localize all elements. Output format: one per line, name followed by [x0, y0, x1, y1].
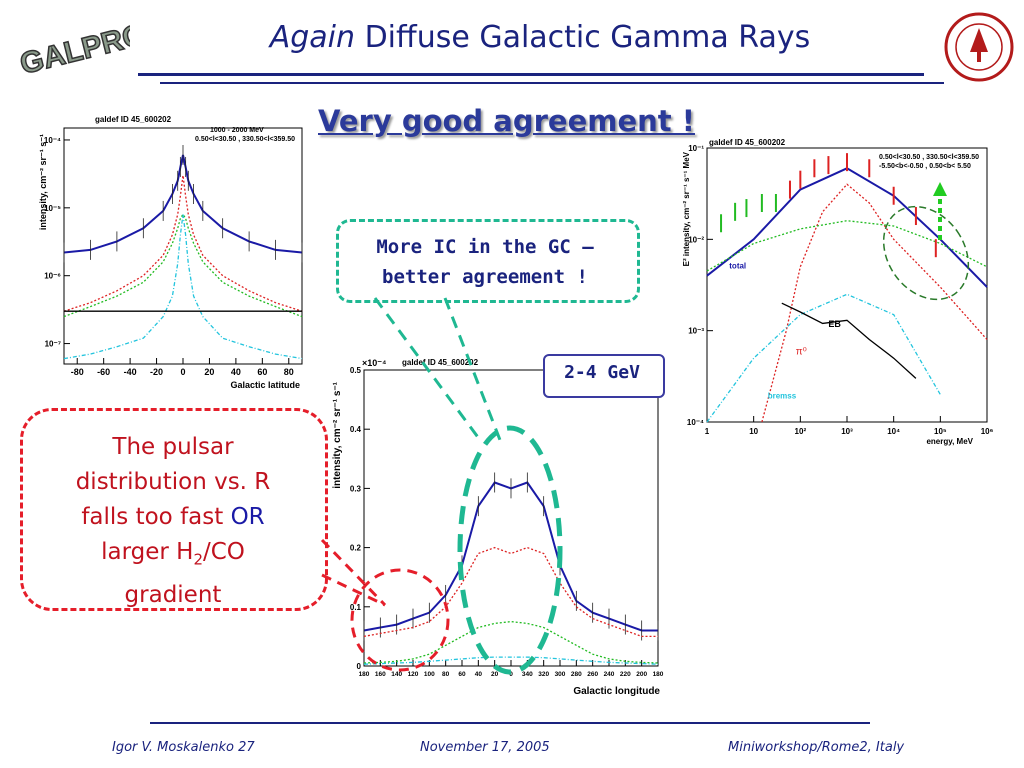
- legend-line: 0.50<l<30.50 , 330.50<l<359.50: [879, 154, 979, 161]
- university-seal: [944, 12, 1014, 82]
- pulsar-callout-box: [20, 408, 328, 611]
- x-tick-label: 10⁵: [934, 427, 947, 436]
- y-tick-label: 10⁻⁴: [687, 418, 704, 427]
- x-tick-label: 40: [475, 671, 483, 678]
- y-tick-label: 10⁻⁴: [44, 136, 61, 145]
- x-tick-label: 160: [375, 671, 386, 678]
- energy-range-box: [543, 354, 665, 398]
- total-label: total: [729, 261, 746, 270]
- series-line-3: [63, 214, 303, 360]
- legend-line: 0.50<l<30.50 , 330.50<l<359.50: [195, 136, 295, 143]
- series-line-1: [761, 183, 988, 423]
- x-tick-label: 260: [587, 671, 598, 678]
- y-axis-label: intensity, cm⁻² sr⁻¹ s⁻¹: [332, 381, 343, 488]
- y-tick-label: 0.2: [350, 544, 362, 553]
- x-tick-label: 80: [284, 367, 294, 377]
- y-tick-label: 10⁻³: [688, 327, 704, 336]
- y-tick-label: 0.1: [350, 603, 362, 612]
- y-tick-label: 10⁻⁶: [44, 272, 61, 281]
- y-tick-label: 10⁻⁵: [44, 204, 61, 213]
- x-tick-label: 40: [231, 367, 241, 377]
- series-line-3: [706, 293, 941, 423]
- chart-header: galdef ID 45_600202: [402, 358, 479, 367]
- y-tick-label: 0.4: [350, 425, 362, 434]
- longitude-chart: galdef ID 45_600202 180 160 140 120 100 80 60 40…: [332, 358, 664, 697]
- series-line-1: [363, 546, 658, 638]
- title-rule: [138, 73, 924, 76]
- y-tick-label: 0.3: [350, 484, 362, 493]
- title-rule-2: [160, 82, 944, 84]
- chart-header: galdef ID 45_600202: [709, 138, 786, 147]
- x-tick-label: 0: [180, 367, 185, 377]
- y-axis-label: intensity, cm⁻² sr⁻¹ s⁻¹: [38, 134, 48, 230]
- x-tick-label: 20: [491, 671, 499, 678]
- x-tick-label: -60: [97, 367, 110, 377]
- x-tick-label: 10: [749, 427, 758, 436]
- x-tick-label: 80: [442, 671, 450, 678]
- chart-header: galdef ID 45_600202: [95, 115, 172, 124]
- footer-rule: [150, 722, 870, 724]
- slide-title: Again Diffuse Galactic Gamma Rays: [269, 20, 811, 55]
- x-tick-label: 100: [424, 671, 435, 678]
- x-tick-label: 10⁴: [887, 427, 900, 436]
- footer-author: Igor V. Moskalenko 27: [112, 740, 255, 755]
- energy-spectrum-chart: galdef ID 45_600202 1 10 10² 10³ 10⁴ 10⁵ 10⁶ 10⁻…: [682, 138, 994, 446]
- x-tick-label: 200: [636, 671, 647, 678]
- ic-callout-box: [336, 219, 640, 303]
- latitude-chart: galdef ID 45_600202 -80 -60 -40 -20 0 20 40 60 80…: [38, 115, 303, 390]
- pi0-label: π⁰: [796, 346, 807, 357]
- x-tick-label: 10³: [841, 427, 853, 436]
- footer-venue: Miniworkshop/Rome2, Italy: [728, 740, 905, 755]
- x-tick-label: -80: [71, 367, 84, 377]
- series-line-1: [63, 175, 303, 312]
- series-line-2: [63, 213, 303, 318]
- x-tick-label: 120: [408, 671, 419, 678]
- series-line-3: [363, 656, 659, 665]
- x-tick-label: 140: [391, 671, 402, 678]
- x-tick-label: 10²: [795, 427, 807, 436]
- x-tick-label: 0: [509, 671, 513, 678]
- slide-subtitle: Very good agreement !: [318, 104, 695, 138]
- x-tick-label: 180: [653, 671, 664, 678]
- y-tick-label: 0.5: [350, 366, 362, 375]
- x-tick-label: 60: [257, 367, 267, 377]
- brems-label: bremss: [768, 392, 797, 401]
- x-tick-label: 320: [538, 671, 549, 678]
- x-tick-label: 300: [555, 671, 566, 678]
- x-tick-label: 240: [604, 671, 615, 678]
- x-tick-label: 1: [705, 427, 710, 436]
- pulsar-callout-text: The pulsar distribution vs. R falls too …: [75, 434, 271, 608]
- legend-line: -5.50<b<-0.50 , 0.50<b< 5.50: [879, 163, 971, 170]
- x-tick-label: 10⁶: [981, 427, 994, 436]
- x-tick-label: -40: [124, 367, 137, 377]
- x-tick-label: 60: [458, 671, 466, 678]
- x-axis-label: Galactic latitude: [230, 380, 300, 390]
- x-tick-label: 280: [571, 671, 582, 678]
- x-axis-label: energy, MeV: [926, 437, 973, 446]
- y-exponent-label: ×10⁻⁴: [362, 358, 386, 368]
- series-line-2: [363, 620, 659, 664]
- y-tick-label: 10⁻¹: [688, 144, 704, 153]
- footer-date: November 17, 2005: [420, 740, 550, 755]
- x-tick-label: 20: [204, 367, 214, 377]
- x-axis-label: Galactic longitude: [573, 686, 660, 697]
- x-tick-label: 180: [359, 671, 370, 678]
- y-tick-label: 0: [357, 662, 362, 671]
- energy-range-label: 2-4 GeV: [564, 362, 640, 383]
- ic-callout-text: More IC in the GC – better agreement !: [376, 236, 594, 288]
- y-axis-label: E² intensity, cm⁻² sr⁻¹ s⁻¹ MeV: [682, 151, 691, 266]
- y-tick-label: 10⁻²: [688, 235, 704, 244]
- x-tick-label: -20: [150, 367, 163, 377]
- x-tick-label: 220: [620, 671, 631, 678]
- legend-line: 1000 - 2000 MeV: [210, 127, 264, 134]
- series-line-4: [781, 302, 917, 379]
- eb-label: EB: [828, 319, 841, 329]
- y-tick-label: 10⁻⁷: [45, 340, 61, 349]
- x-tick-label: 340: [522, 671, 533, 678]
